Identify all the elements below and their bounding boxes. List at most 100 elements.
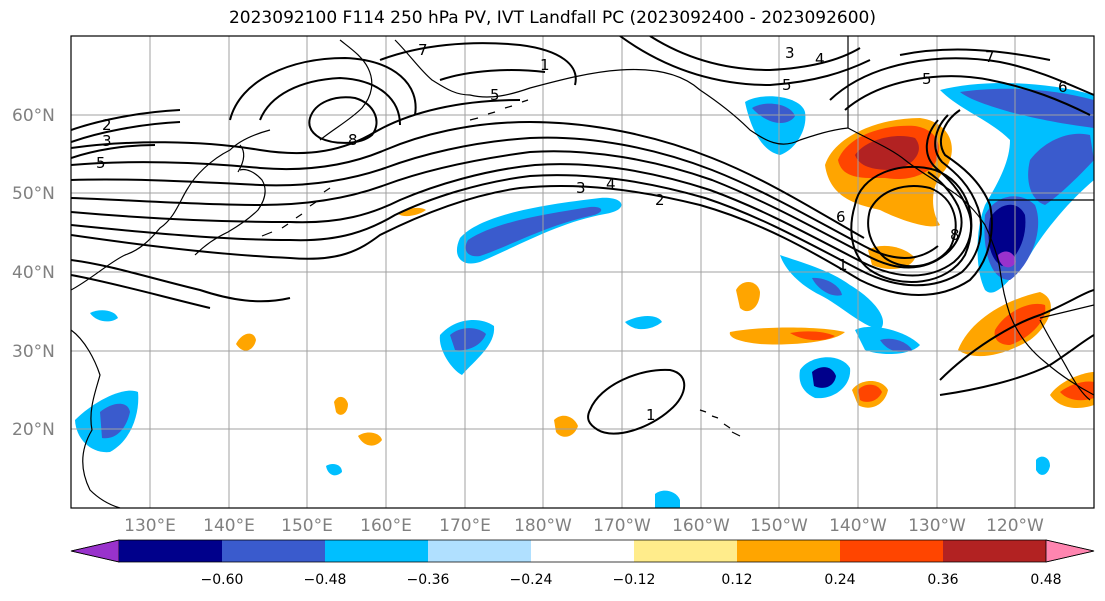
lon-label: 140°W: [829, 516, 887, 536]
pv-region-negative: [90, 310, 118, 322]
coastline-baja: [1039, 319, 1091, 401]
colorbar-tick-label: −0.24: [510, 572, 553, 588]
lon-label: 150°W: [750, 516, 808, 536]
contour-label: 3: [576, 179, 586, 197]
pv-region-positive: [858, 384, 882, 402]
pv-region-positive: [790, 331, 835, 341]
contour-line: [71, 99, 521, 155]
contour-line: [71, 274, 211, 309]
lon-label: 160°W: [672, 516, 730, 536]
contour-line: [308, 96, 378, 144]
pv-region-positive: [994, 303, 1046, 345]
contour-label: 1: [540, 56, 550, 74]
colorbar-swatch: [325, 540, 429, 562]
map-frame: [70, 35, 1095, 509]
contour-label: 3: [785, 44, 795, 62]
contour-line: [71, 109, 181, 131]
pv-region-negative: [988, 204, 1026, 266]
colorbar-outline: [70, 539, 1095, 563]
contour-line: [71, 150, 963, 269]
pv-region-negative: [450, 328, 486, 351]
contour-line: [899, 48, 1051, 61]
pv-region-positive: [736, 281, 760, 312]
pv-region-negative: [100, 403, 130, 439]
colorbar-extend-max: [1045, 539, 1095, 563]
contour-line: [71, 144, 156, 159]
pv-region-negative: [812, 277, 842, 296]
colorbar: −0.60 −0.48 −0.36 −0.24 −0.12 0.12 0.24 0.36 0.4…: [70, 539, 1095, 588]
colorbar-tick-label: 0.36: [927, 572, 958, 588]
contour-line: [439, 69, 546, 81]
contour-label: 7: [985, 48, 995, 66]
colorbar-swatch: [428, 540, 532, 562]
lon-label: 170°W: [593, 516, 651, 536]
colorbar-extend-min: [70, 539, 120, 563]
lon-label: 160°E: [360, 516, 412, 536]
colorbar-tick-label: −0.36: [407, 572, 450, 588]
contour-line: [939, 334, 1094, 396]
contour-label: 5: [490, 86, 500, 104]
contour-label: 5: [922, 70, 932, 88]
pv-region-positive: [358, 432, 382, 446]
colorbar-tick-label: −0.60: [201, 572, 244, 588]
map-content: 7 3 4 5 7 5 6 2 3 5 8 5 1 3 4 2 8 6 1 1: [71, 36, 1094, 508]
contour-line: [229, 56, 417, 121]
contour-line: [71, 114, 982, 287]
lon-label: 130°E: [124, 516, 176, 536]
coastline-bc: [847, 127, 1094, 396]
coastline-asia: [71, 129, 271, 291]
contour-line: [829, 57, 1094, 101]
colorbar-swatch: [119, 540, 223, 562]
graticule: [71, 36, 1094, 508]
coastline-kurils: [261, 187, 331, 237]
contour-line: [850, 165, 973, 283]
contour-line: [71, 136, 939, 259]
pv-region-positive: [398, 207, 426, 217]
contour-line: [71, 259, 291, 303]
lon-label: 120°W: [986, 516, 1044, 536]
pv-region-negative: [940, 83, 1094, 293]
contour-label: 7: [418, 41, 428, 59]
coastline-hawaii: [699, 409, 741, 437]
colorbar-swatch: [737, 540, 841, 562]
border-us-mexico: [1039, 304, 1094, 319]
lat-label: 20°N: [12, 420, 55, 440]
lat-label: 40°N: [12, 263, 55, 283]
contour-line: [587, 368, 686, 435]
colorbar-tick-label: 0.24: [824, 572, 855, 588]
lon-label: 180°W: [514, 516, 572, 536]
pv-filled-regions: [75, 83, 1094, 508]
latitude-labels: 60°N 50°N 40°N 30°N 20°N: [12, 106, 55, 440]
coastlines: [71, 36, 1094, 508]
pv-region-positive: [334, 396, 348, 415]
pv-region-negative: [1036, 456, 1050, 475]
contour-label: 5: [782, 76, 792, 94]
pv-region-negative: [812, 367, 836, 388]
lat-label: 50°N: [12, 184, 55, 204]
coastline-alaska: [394, 39, 849, 145]
pv-region-negative: [326, 464, 342, 476]
pv-region-negative: [465, 206, 602, 257]
colorbar-swatch: [943, 540, 1047, 562]
contour-line: [71, 119, 973, 277]
contour-line: [71, 109, 993, 296]
contour-line: [71, 121, 181, 143]
pv-region-positive: [554, 415, 578, 437]
contour-line: [844, 75, 1091, 116]
pv-region-negative: [998, 251, 1016, 268]
lon-label: 170°E: [439, 516, 491, 536]
lat-label: 60°N: [12, 106, 55, 126]
colorbar-tick-label: 0.48: [1030, 572, 1061, 588]
colorbar-swatch: [531, 540, 635, 562]
colorbar-tick-label: −0.12: [613, 572, 656, 588]
pv-region-negative: [625, 316, 662, 330]
pv-region-positive: [236, 333, 256, 351]
contour-label: 1: [646, 406, 656, 424]
contour-label: 5: [96, 154, 106, 172]
contour-line: [939, 289, 1094, 381]
contour-line: [649, 36, 861, 72]
colorbar-swatch: [634, 540, 738, 562]
contour-line: [379, 42, 577, 86]
pv-region-negative: [1028, 133, 1094, 205]
